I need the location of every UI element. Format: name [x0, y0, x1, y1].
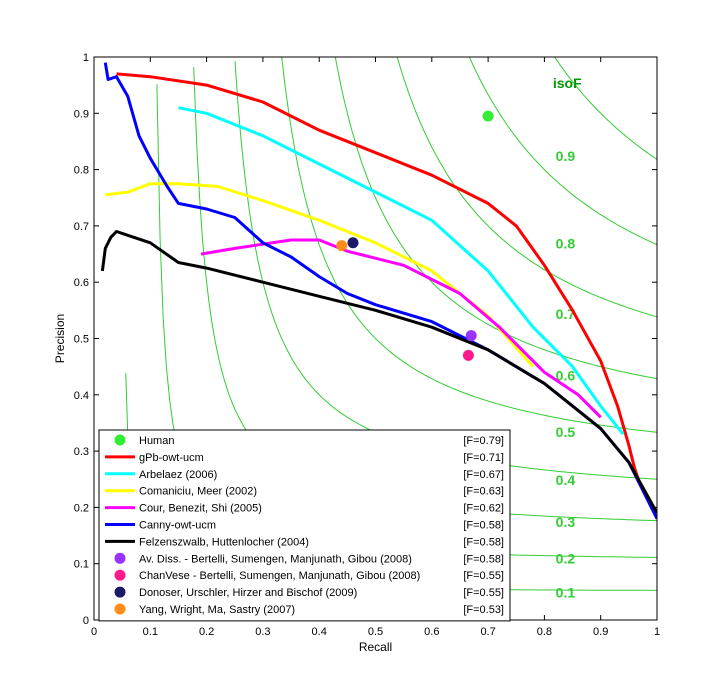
legend-score: [F=0.62]: [463, 503, 504, 515]
legend-swatch-point: [114, 434, 126, 446]
legend-score: [F=0.58]: [463, 536, 504, 548]
legend-label: Donoser, Urschler, Hirzer and Bischof (2…: [139, 587, 357, 599]
data-point-human: [482, 110, 494, 122]
legend-label: Felzenszwalb, Huttenlocher (2004): [139, 536, 309, 548]
legend-score: [F=0.71]: [463, 452, 504, 464]
y-tick-label: 0.9: [74, 108, 89, 120]
iso-f-title: isoF: [553, 75, 582, 91]
y-tick-label: 1: [83, 52, 89, 64]
legend-swatch-point: [114, 603, 126, 615]
x-tick-label: 0.6: [424, 626, 439, 638]
legend-label: gPb-owt-ucm: [139, 452, 204, 464]
legend-swatch-point: [114, 569, 126, 581]
legend-label: Comaniciu, Meer (2002): [139, 486, 257, 498]
iso-f-label: 0.3: [556, 514, 576, 530]
legend-score: [F=0.53]: [463, 604, 504, 616]
legend: Human [F=0.79] gPb-owt-ucm [F=0.71] Arbelaez…: [98, 429, 511, 622]
x-tick-label: 0: [91, 626, 97, 638]
legend-label: Arbelaez (2006): [139, 469, 217, 481]
legend-label: Yang, Wright, Ma, Sastry (2007): [139, 604, 295, 616]
legend-score: [F=0.67]: [463, 469, 504, 481]
data-point-chanvese-bertelli-sumengen-manjunath-gibou-2008: [462, 349, 474, 361]
y-tick-label: 0.2: [74, 502, 89, 514]
y-tick-label: 0.5: [74, 334, 89, 346]
legend-box: [98, 429, 511, 622]
legend-label: Av. Diss. - Bertelli, Sumengen, Manjunat…: [139, 553, 412, 565]
y-tick-label: 0.4: [74, 390, 89, 402]
legend-score: [F=0.58]: [463, 553, 504, 565]
iso-f-curve-9: [554, 57, 657, 160]
y-tick-label: 0.7: [74, 221, 89, 233]
legend-swatch-point: [114, 586, 126, 598]
legend-score: [F=0.55]: [463, 587, 504, 599]
iso-f-label: 0.2: [556, 551, 576, 567]
x-tick-label: 0.1: [143, 626, 158, 638]
x-tick-label: 0.3: [255, 626, 270, 638]
y-tick-label: 0.6: [74, 277, 89, 289]
legend-score: [F=0.79]: [463, 435, 504, 447]
iso-f-label: 0.8: [556, 235, 576, 251]
series-line-comaniciu-meer-2002: [105, 182, 535, 368]
series-line-cour-benezit-shi-2005: [200, 238, 602, 419]
series-line-felzenszwalb-huttenlocher-2004: [100, 230, 657, 514]
legend-label: Canny-owt-ucm: [139, 520, 216, 532]
legend-score: [F=0.58]: [463, 520, 504, 532]
data-point-donoser-urschler-hirzer-and-bischof-2009: [347, 237, 359, 249]
x-tick-label: 0.5: [368, 626, 383, 638]
iso-f-label: 0.5: [556, 424, 576, 440]
x-tick-label: 0.4: [312, 626, 327, 638]
iso-f-curve-7: [396, 57, 657, 318]
y-axis-label: Precision: [53, 314, 67, 363]
data-point-av-diss-bertelli-sumengen-manjunath-gibou-2008: [465, 330, 477, 342]
legend-score: [F=0.63]: [463, 486, 504, 498]
y-tick-label: 0: [83, 615, 89, 627]
iso-f-label: 0.1: [556, 584, 576, 600]
legend-score: [F=0.55]: [463, 570, 504, 582]
x-axis-label: Recall: [359, 640, 392, 654]
iso-f-curve-8: [468, 57, 657, 246]
iso-f-label: 0.4: [556, 472, 576, 488]
legend-label: ChanVese - Bertelli, Sumengen, Manjunath…: [139, 570, 420, 582]
legend-label: Cour, Benezit, Shi (2005): [139, 503, 262, 515]
series-line-arbelaez-2006: [178, 106, 625, 436]
iso-f-label: 0.9: [556, 148, 576, 164]
data-point-yang-wright-ma-sastry-2007: [336, 240, 348, 252]
legend-label: Human: [139, 435, 174, 447]
x-tick-label: 0.8: [537, 626, 552, 638]
y-tick-label: 0.3: [74, 446, 89, 458]
x-tick-label: 0.9: [593, 626, 608, 638]
iso-f-label: 0.6: [556, 368, 576, 384]
y-tick-label: 0.8: [74, 165, 89, 177]
x-tick-label: 0.7: [480, 626, 495, 638]
x-tick-label: 1: [654, 626, 660, 638]
legend-swatch-point: [114, 552, 126, 564]
x-tick-label: 0.2: [199, 626, 214, 638]
series-line-gpb-owt-ucm: [116, 72, 642, 486]
y-tick-label: 0.1: [74, 559, 89, 571]
